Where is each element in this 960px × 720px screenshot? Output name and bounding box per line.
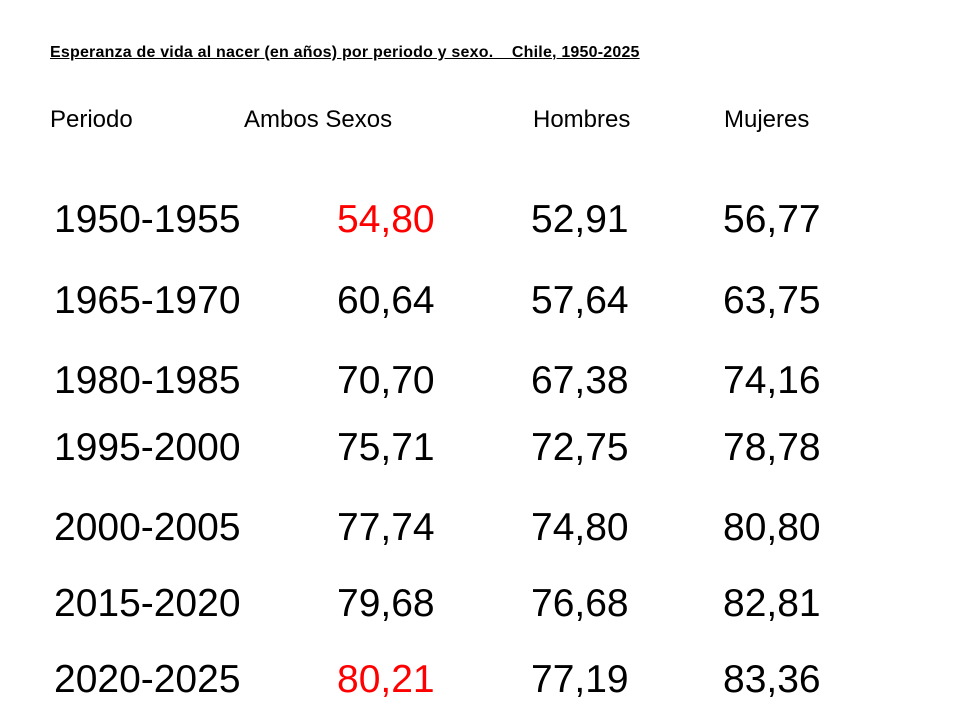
mujeres-cell: 82,81 bbox=[723, 582, 821, 625]
mujeres-cell: 78,78 bbox=[723, 426, 821, 469]
table-row: 2000-2005 77,74 74,80 80,80 bbox=[0, 503, 960, 553]
mujeres-cell: 80,80 bbox=[723, 506, 821, 549]
periodo-cell: 1965-1970 bbox=[54, 279, 241, 322]
column-header-periodo: Periodo bbox=[50, 106, 133, 133]
column-header-hombres: Hombres bbox=[533, 106, 631, 133]
mujeres-cell: 63,75 bbox=[723, 279, 821, 322]
ambos-sexos-cell: 77,74 bbox=[337, 506, 435, 549]
ambos-sexos-cell: 60,64 bbox=[337, 279, 435, 322]
table-row: 1950-1955 54,80 52,91 56,77 bbox=[0, 195, 960, 245]
table-row: 1965-1970 60,64 57,64 63,75 bbox=[0, 276, 960, 326]
hombres-cell: 67,38 bbox=[531, 359, 629, 402]
ambos-sexos-cell: 79,68 bbox=[337, 582, 435, 625]
table-row: 1995-2000 75,71 72,75 78,78 bbox=[0, 423, 960, 473]
table-row: 2015-2020 79,68 76,68 82,81 bbox=[0, 579, 960, 629]
mujeres-cell: 74,16 bbox=[723, 359, 821, 402]
hombres-cell: 74,80 bbox=[531, 506, 629, 549]
mujeres-cell: 56,77 bbox=[723, 198, 821, 241]
periodo-cell: 1980-1985 bbox=[54, 359, 241, 402]
ambos-sexos-cell: 80,21 bbox=[337, 658, 435, 701]
hombres-cell: 52,91 bbox=[531, 198, 629, 241]
periodo-cell: 2020-2025 bbox=[54, 658, 241, 701]
table-row: 2020-2025 80,21 77,19 83,36 bbox=[0, 655, 960, 705]
ambos-sexos-cell: 75,71 bbox=[337, 426, 435, 469]
mujeres-cell: 83,36 bbox=[723, 658, 821, 701]
hombres-cell: 72,75 bbox=[531, 426, 629, 469]
periodo-cell: 2015-2020 bbox=[54, 582, 241, 625]
ambos-sexos-cell: 54,80 bbox=[337, 198, 435, 241]
ambos-sexos-cell: 70,70 bbox=[337, 359, 435, 402]
page-title: Esperanza de vida al nacer (en años) por… bbox=[50, 44, 640, 61]
periodo-cell: 1950-1955 bbox=[54, 198, 241, 241]
hombres-cell: 57,64 bbox=[531, 279, 629, 322]
periodo-cell: 1995-2000 bbox=[54, 426, 241, 469]
table-row: 1980-1985 70,70 67,38 74,16 bbox=[0, 356, 960, 406]
column-header-ambos-sexos: Ambos Sexos bbox=[244, 106, 393, 133]
column-header-mujeres: Mujeres bbox=[724, 106, 810, 133]
hombres-cell: 76,68 bbox=[531, 582, 629, 625]
hombres-cell: 77,19 bbox=[531, 658, 629, 701]
periodo-cell: 2000-2005 bbox=[54, 506, 241, 549]
